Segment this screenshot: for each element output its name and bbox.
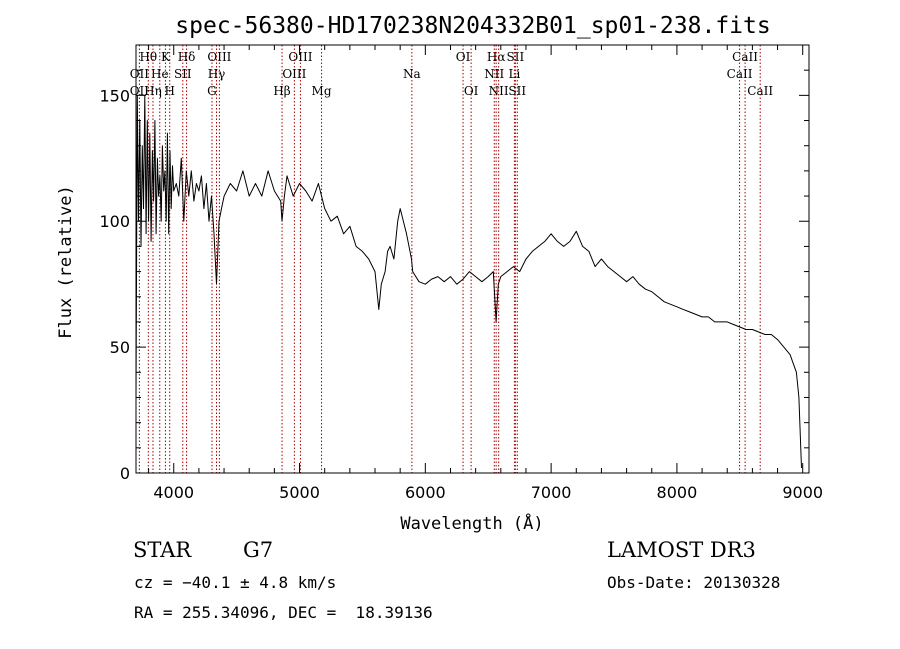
marker-label-bottom_row-5: Mg — [312, 84, 332, 98]
chart-title: spec-56380-HD170238N204332B01_sp01-238.f… — [175, 13, 770, 39]
marker-label-middle_row-2: SII — [174, 67, 192, 81]
marker-label-middle_row-5: Na — [403, 67, 421, 81]
marker-label-top_row-2: OIII — [288, 50, 312, 64]
marker-label-middle_row-1: He — [151, 67, 169, 81]
marker-label-bottom_row-3: G — [207, 84, 217, 98]
marker-label-bottom_row-4: Hβ — [273, 84, 290, 98]
spectrum-series — [135, 94, 802, 469]
y-tick-label-0: 0 — [120, 464, 130, 483]
y-tick-label-2: 100 — [99, 212, 130, 231]
marker-label-bottom_row-9: CaII — [747, 84, 773, 98]
axes: 4000 5000 6000 7000 8000 9000 0 50 100 150 — [99, 45, 823, 502]
marker-label-top_row-1: OIII — [207, 50, 231, 64]
y-tick-label-1: 50 — [110, 338, 130, 357]
x-axis-label: Wavelength (Å) — [400, 512, 543, 534]
marker-label-bottom_row-8: SII — [508, 84, 526, 98]
marker-label-middle_row-6: NII — [484, 67, 504, 81]
x-tick-label-4: 8000 — [657, 483, 698, 502]
marker-label-bottom_row-7: NII — [489, 84, 509, 98]
marker-label-bottom_row-0: OII — [130, 84, 150, 98]
y-axis-label: Flux (relative) — [56, 185, 76, 339]
marker-label-middle_row-7: Li — [508, 67, 520, 81]
redshift-info: cz = −40.1 ± 4.8 km/s — [134, 573, 337, 592]
spectrum-line — [135, 94, 802, 469]
marker-label-middle_row-8: CaII — [727, 67, 753, 81]
marker-label-top_row-0: Hδ — [178, 50, 196, 64]
marker-label-middle_row-4: OIII — [282, 67, 306, 81]
marker-label-extra_top-0: Hθ — [139, 50, 157, 64]
x-tick-label-5: 9000 — [782, 483, 823, 502]
observation-date: Obs-Date: 20130328 — [607, 573, 781, 592]
coordinates: RA = 255.34096, DEC = 18.39136 — [134, 603, 433, 622]
marker-label-extra_top-1: K — [161, 50, 171, 64]
marker-label-middle_row-3: Hγ — [208, 67, 226, 81]
marker-label-top_row-5: SII — [507, 50, 525, 64]
plot-frame — [135, 44, 810, 474]
marker-label-bottom_row-2: H — [164, 84, 174, 98]
marker-label-bottom_row-1: Hη — [144, 84, 162, 98]
object-subclass: G7 — [243, 538, 274, 562]
marker-label-top_row-6: CaII — [732, 50, 758, 64]
object-class: STAR — [133, 538, 192, 562]
x-tick-label-1: 5000 — [279, 483, 320, 502]
y-tick-label-3: 150 — [99, 86, 130, 105]
survey-name: LAMOST DR3 — [607, 538, 756, 562]
marker-label-top_row-4: Hα — [487, 50, 506, 64]
marker-label-top_row-3: OI — [456, 50, 471, 64]
x-tick-label-2: 6000 — [405, 483, 446, 502]
marker-label-bottom_row-6: OI — [464, 84, 479, 98]
x-tick-label-0: 4000 — [153, 483, 194, 502]
marker-label-middle_row-0: OII — [130, 67, 150, 81]
x-tick-label-3: 7000 — [531, 483, 572, 502]
